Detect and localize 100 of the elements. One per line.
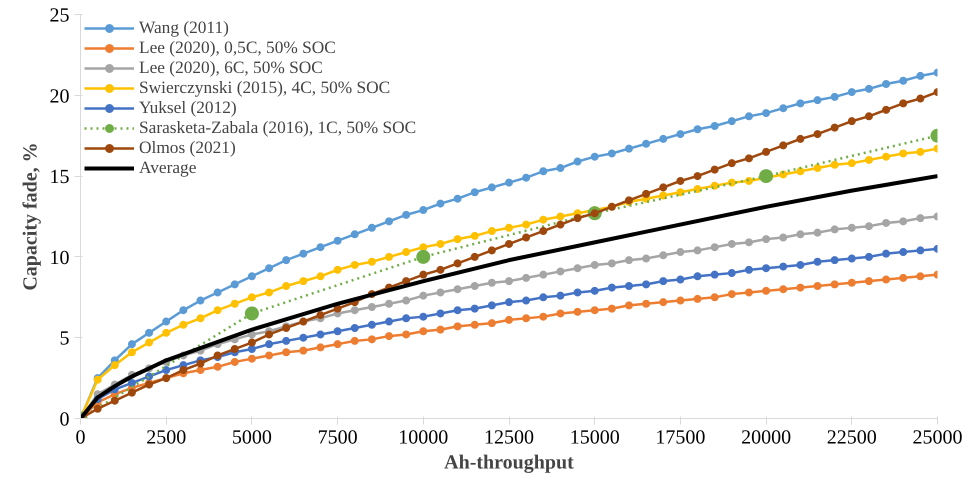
point: [265, 340, 274, 348]
point: [454, 322, 462, 330]
point: [864, 156, 873, 164]
point: [196, 296, 204, 305]
x-tick-label: 15000: [570, 426, 620, 448]
x-tick-label: 7500: [318, 426, 358, 448]
point: [282, 348, 290, 356]
point: [830, 92, 839, 101]
point: [522, 314, 530, 322]
y-tick-label: 5: [60, 328, 70, 350]
point: [830, 280, 839, 288]
point: [436, 309, 444, 318]
point: [436, 200, 444, 208]
point: [196, 314, 204, 322]
point: [539, 227, 548, 236]
point: [659, 298, 668, 306]
point: [899, 99, 908, 108]
point: [248, 272, 256, 280]
legend-label: Lee (2020), 6C, 50% SOC: [139, 58, 323, 78]
point: [624, 282, 633, 290]
legend-label: Wang (2011): [139, 18, 229, 38]
point: [282, 282, 290, 290]
point: [196, 366, 204, 374]
point: [694, 246, 702, 254]
point: [402, 330, 410, 338]
y-axis-title: Capacity fade, %: [20, 142, 42, 291]
point: [454, 285, 462, 294]
point: [916, 214, 924, 222]
point: [624, 144, 633, 153]
point: [728, 290, 736, 298]
point: [659, 183, 668, 192]
point: [762, 148, 770, 156]
point: [796, 260, 804, 269]
point: [488, 301, 496, 310]
point: [759, 169, 774, 184]
point: [830, 160, 839, 169]
point: [762, 235, 770, 244]
point: [796, 230, 804, 238]
point: [882, 250, 890, 258]
point: [762, 286, 770, 295]
point: [864, 222, 873, 230]
point: [334, 236, 342, 245]
point: [916, 272, 924, 280]
point: [642, 190, 650, 198]
point: [608, 284, 616, 292]
point: [244, 306, 259, 320]
point: [179, 320, 188, 329]
point: [779, 262, 788, 271]
point: [556, 164, 564, 172]
point: [694, 294, 702, 303]
point: [350, 260, 359, 269]
point: [436, 266, 444, 274]
point: [676, 130, 684, 138]
x-tick-label: 5000: [232, 426, 272, 448]
y-tick-label: 0: [60, 408, 70, 430]
point: [214, 362, 222, 371]
point: [694, 272, 702, 280]
point: [454, 235, 462, 244]
point: [385, 332, 394, 340]
point: [454, 194, 462, 203]
point: [145, 328, 154, 337]
point: [128, 340, 136, 348]
point: [470, 252, 479, 261]
point: [436, 240, 444, 248]
point: [265, 330, 274, 338]
point: [248, 345, 256, 354]
point: [539, 167, 548, 176]
point: [214, 306, 222, 314]
point: [864, 252, 873, 261]
point: [299, 250, 308, 258]
point: [744, 154, 753, 162]
point: [899, 248, 908, 256]
point: [179, 306, 188, 314]
point: [864, 112, 873, 120]
x-tick-label: 0: [76, 426, 86, 448]
point: [728, 159, 736, 168]
point: [368, 224, 376, 232]
point: [539, 312, 548, 321]
legend-label: Average: [139, 158, 196, 178]
point: [814, 130, 822, 138]
x-tick-label: 25000: [912, 426, 962, 448]
point: [419, 270, 428, 279]
point: [556, 212, 564, 220]
point: [470, 320, 479, 329]
point: [128, 388, 136, 397]
point: [385, 318, 394, 326]
point: [882, 80, 890, 88]
point: [282, 336, 290, 345]
point: [196, 360, 204, 368]
point: [814, 96, 822, 104]
x-axis-title: Ah-throughput: [444, 452, 574, 474]
x-tick-label: 17500: [655, 426, 706, 448]
point: [505, 178, 513, 187]
point: [454, 259, 462, 268]
point: [350, 306, 359, 314]
point: [779, 141, 788, 150]
point: [214, 288, 222, 296]
point: [385, 300, 394, 308]
point: [694, 125, 702, 134]
point: [864, 84, 873, 93]
